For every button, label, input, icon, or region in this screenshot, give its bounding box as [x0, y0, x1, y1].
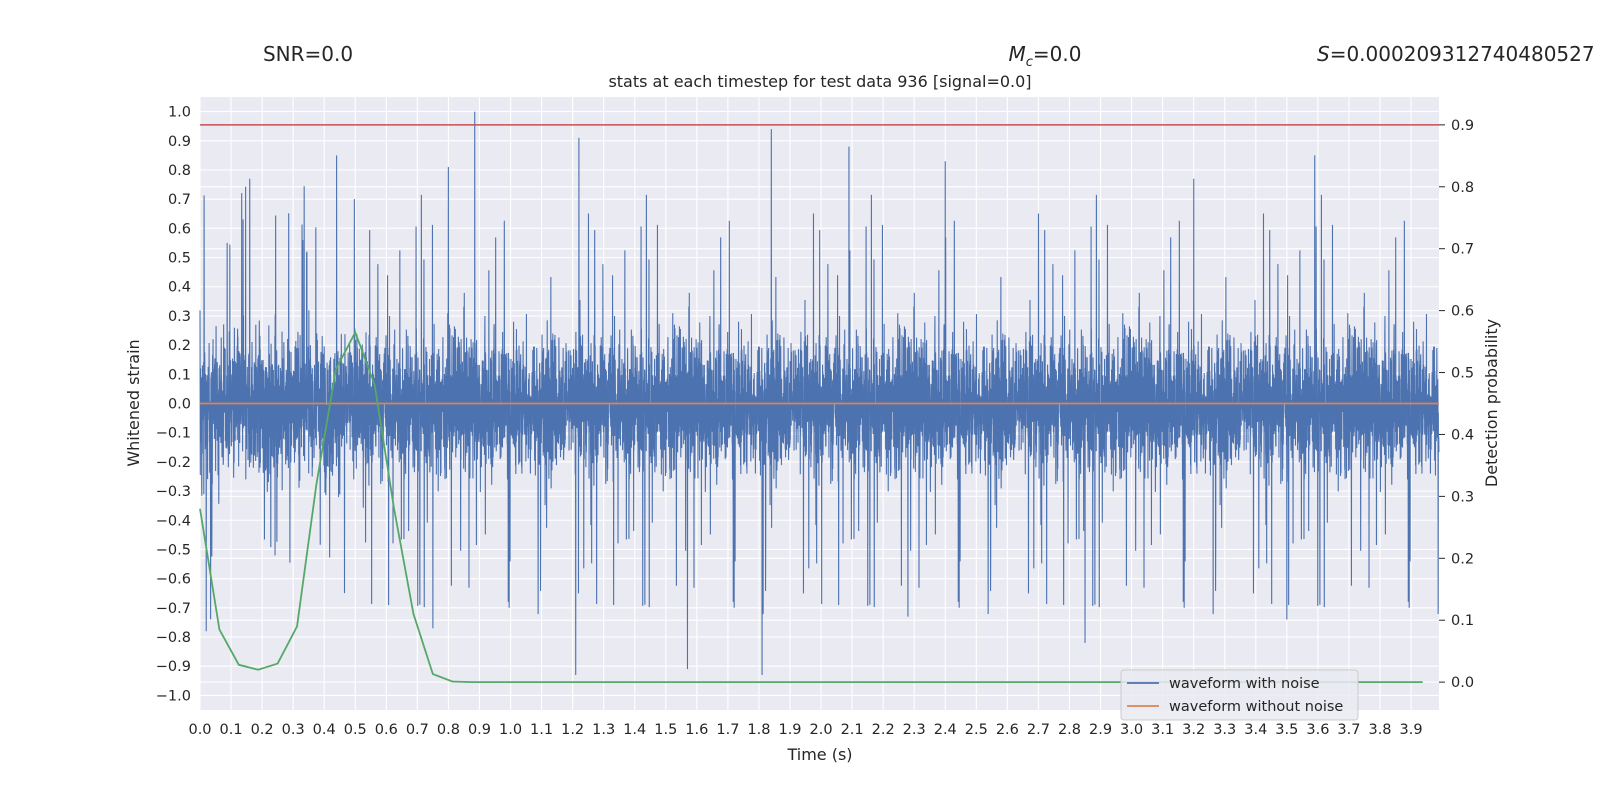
x-tick-label: 1.5: [654, 722, 677, 738]
y2-tick-label: 0.7: [1451, 242, 1474, 258]
x-tick-label: 0.2: [251, 722, 274, 738]
x-tick-label: 1.3: [592, 722, 615, 738]
noise-line: [199, 111, 1440, 675]
series-detection-probability: [199, 124, 1439, 684]
x-tick-label: 3.7: [1337, 722, 1360, 738]
x-tick-label: 2.4: [934, 722, 957, 738]
x-tick-label: 3.5: [1275, 722, 1298, 738]
x-tick-label: 3.8: [1368, 722, 1391, 738]
y-tick-label: −0.4: [156, 513, 191, 529]
x-tick-label: 3.2: [1182, 722, 1205, 738]
y-tick-label: 0.2: [168, 338, 191, 354]
y-tick-label: 0.9: [168, 134, 191, 150]
x-tick-label: 0.9: [468, 722, 491, 738]
legend-label-noise: waveform with noise: [1169, 676, 1320, 692]
y-tick-label: −0.1: [156, 426, 191, 442]
y-tick-label: −0.7: [156, 601, 191, 617]
y-tick-label: 0.4: [168, 280, 191, 296]
x-tick-label: 2.5: [965, 722, 988, 738]
mc-value: =0.0: [1033, 42, 1082, 66]
y-axis-label: Whitened strain: [124, 339, 143, 466]
x-axis-label: Time (s): [786, 745, 852, 764]
y2-tick-label: 0.5: [1451, 366, 1474, 382]
x-tick-label: 0.5: [344, 722, 367, 738]
x-tick-label: 2.7: [1027, 722, 1050, 738]
y-tick-label: −0.9: [156, 659, 191, 675]
legend-label-clean: waveform without noise: [1169, 699, 1343, 715]
y-tick-label: 0.0: [168, 397, 191, 413]
x-tick-label: 0.4: [313, 722, 336, 738]
y2-tick-label: 0.3: [1451, 489, 1474, 505]
probability-line: [199, 330, 1423, 684]
y2-tick-label: 0.0: [1451, 675, 1474, 691]
y-tick-label: 0.8: [168, 163, 191, 179]
y-tick-label: 0.1: [168, 367, 191, 383]
x-tick-label: 1.8: [747, 722, 770, 738]
x-tick-label: 3.0: [1120, 722, 1143, 738]
x-tick-label: 2.1: [841, 722, 864, 738]
legend-box: [1120, 669, 1359, 721]
y-tick-label: −0.5: [156, 542, 191, 558]
y2-tick-label: 0.4: [1451, 427, 1474, 443]
y2-tick-label: 0.6: [1451, 304, 1474, 320]
y-tick-label: 0.7: [168, 192, 191, 208]
mc-symbol: M: [1009, 42, 1026, 66]
x-tick-label: 0.8: [437, 722, 460, 738]
x-tick-label: 2.3: [903, 722, 926, 738]
s-symbol: S: [1317, 42, 1330, 66]
x-tick-label: 1.9: [778, 722, 801, 738]
x-tick-label: 3.6: [1306, 722, 1329, 738]
y-tick-label: 0.3: [168, 309, 191, 325]
x-tick-label: 1.6: [685, 722, 708, 738]
series-waveform-with-noise: [199, 111, 1440, 675]
x-tick-label: 3.4: [1244, 722, 1267, 738]
y2-tick-label: 0.1: [1451, 613, 1474, 629]
x-tick-label: 3.1: [1151, 722, 1174, 738]
y-tick-label: −0.2: [156, 455, 191, 471]
s-label: S=0.000209312740480527: [1317, 42, 1595, 66]
y2-tick-label: 0.2: [1451, 551, 1474, 567]
y2-axis-label: Detection probability: [1482, 319, 1501, 487]
x-tick-label: 1.0: [499, 722, 522, 738]
mc-subscript: c: [1026, 55, 1033, 70]
x-tick-label: 0.3: [282, 722, 305, 738]
x-tick-label: 2.6: [996, 722, 1019, 738]
s-value: =0.000209312740480527: [1330, 42, 1595, 66]
y-tick-label: −0.3: [156, 484, 191, 500]
y-tick-label: 0.5: [168, 251, 191, 267]
y2-tick-label: 0.9: [1451, 118, 1474, 134]
mc-label: Mc=0.0: [1009, 42, 1082, 70]
y-tick-label: 1.0: [168, 105, 191, 121]
y-tick-label: −0.6: [156, 572, 191, 588]
y2-tick-label: 0.8: [1451, 180, 1474, 196]
x-tick-label: 3.9: [1400, 722, 1423, 738]
x-tick-label: 2.9: [1089, 722, 1112, 738]
axis-ticks: 0.0 0.1 0.2 0.3 0.4 0.5 0.6 0.7 0.8 0.9 1.0 1.1 1.2 1…: [156, 105, 1474, 738]
x-tick-label: 3.3: [1213, 722, 1236, 738]
x-tick-label: 0.6: [375, 722, 398, 738]
x-tick-label: 1.4: [623, 722, 646, 738]
snr-label: SNR=0.0: [263, 42, 353, 66]
x-tick-label: 1.1: [530, 722, 553, 738]
x-tick-label: 0.7: [406, 722, 429, 738]
x-tick-label: 0.1: [220, 722, 243, 738]
chart-title: stats at each timestep for test data 936…: [608, 72, 1031, 91]
x-tick-label: 0.0: [188, 722, 211, 738]
x-tick-label: 2.2: [872, 722, 895, 738]
legend: waveform with noise waveform without noi…: [1120, 669, 1359, 721]
x-tick-label: 1.2: [561, 722, 584, 738]
y-tick-label: −1.0: [156, 688, 191, 704]
x-tick-label: 1.7: [716, 722, 739, 738]
x-tick-label: 2.0: [810, 722, 833, 738]
y-tick-label: −0.8: [156, 630, 191, 646]
y-tick-label: 0.6: [168, 221, 191, 237]
x-tick-label: 2.8: [1058, 722, 1081, 738]
